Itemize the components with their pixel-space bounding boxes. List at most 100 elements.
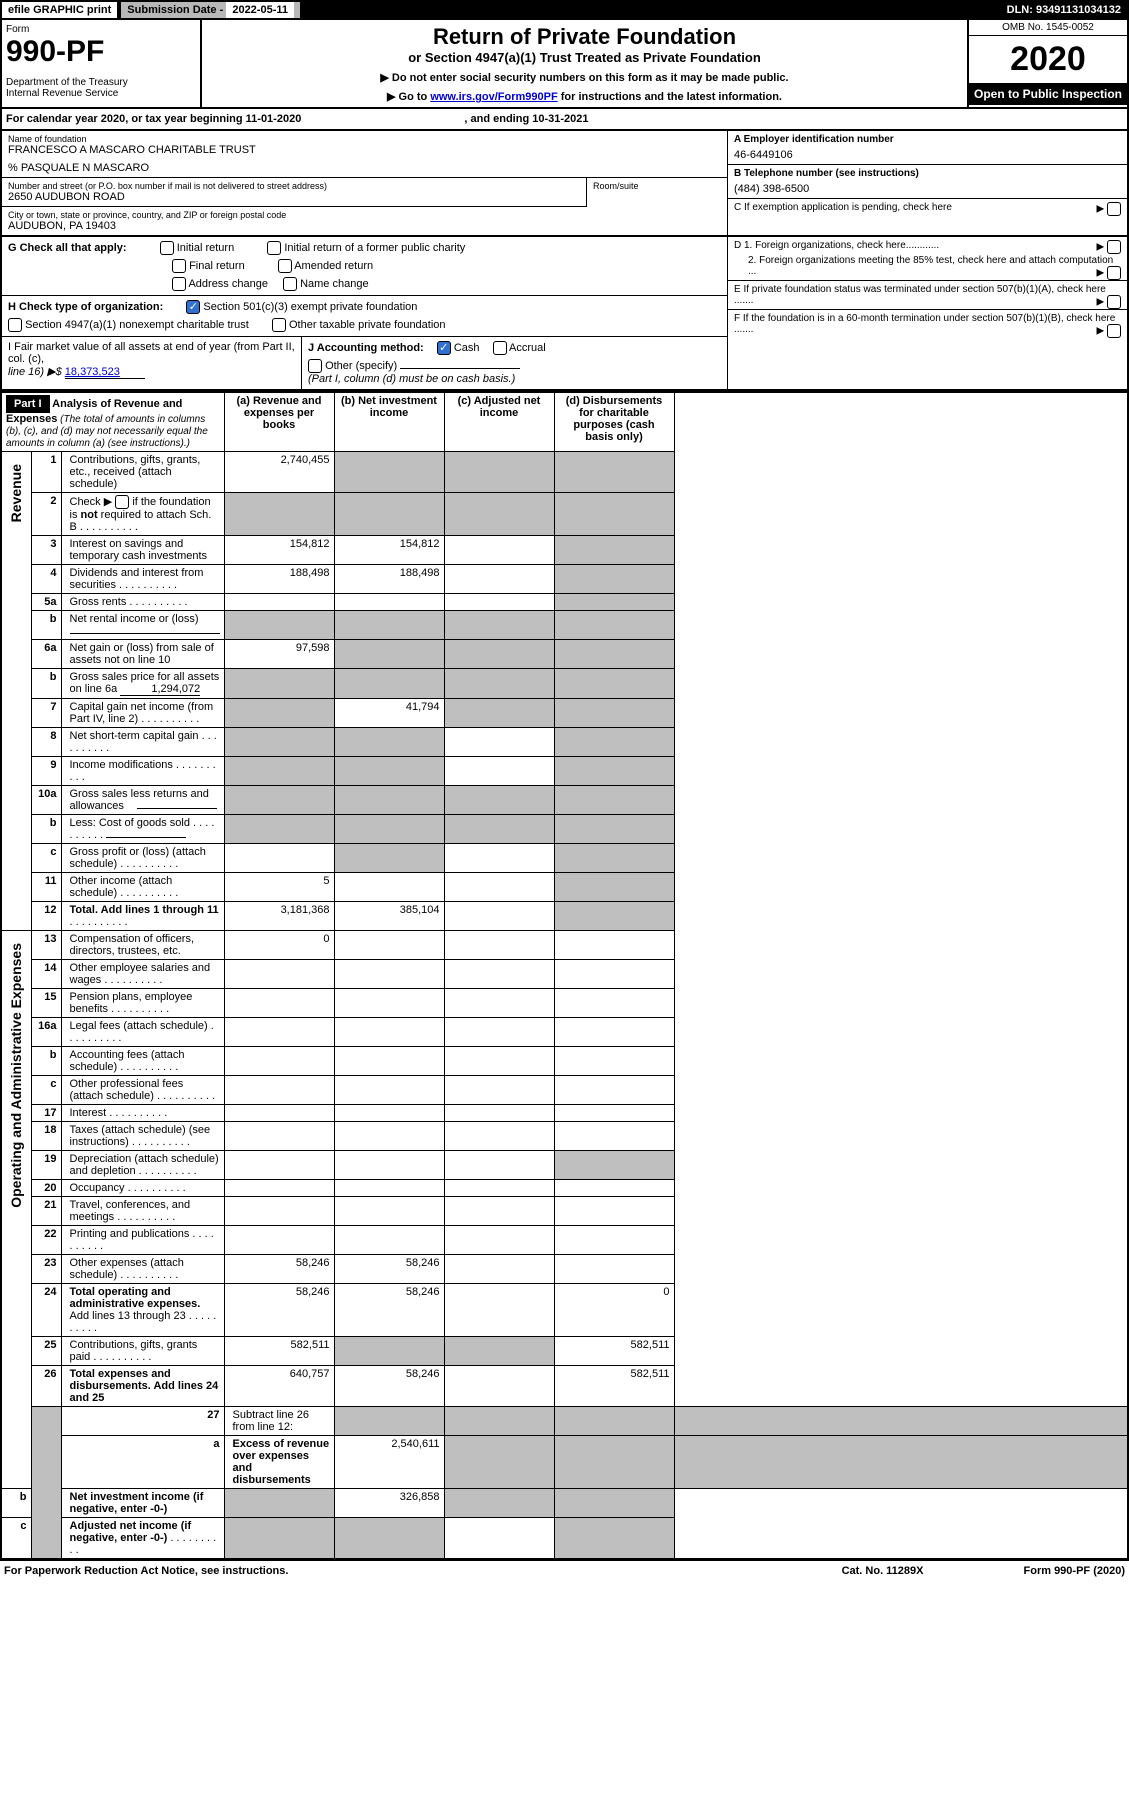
h-other-checkbox[interactable] xyxy=(272,318,286,332)
g-initial-former-checkbox[interactable] xyxy=(267,241,281,255)
d2-checkbox[interactable] xyxy=(1107,266,1121,280)
r2-c xyxy=(444,493,554,536)
g-address-checkbox[interactable] xyxy=(172,277,186,291)
footer-cat: Cat. No. 11289X xyxy=(842,1565,924,1577)
r3-b: 154,812 xyxy=(334,536,444,565)
r26-a: 640,757 xyxy=(224,1366,334,1407)
row-23: 23Other expenses (attach schedule) 58,24… xyxy=(1,1255,1128,1284)
tel-value: (484) 398-6500 xyxy=(734,183,1121,195)
r5b-blank xyxy=(70,633,220,634)
r22-desc: Printing and publications xyxy=(61,1226,224,1255)
e-checkbox[interactable] xyxy=(1107,295,1121,309)
r16c-c xyxy=(444,1076,554,1105)
r18-c xyxy=(444,1122,554,1151)
h-501c3-checkbox[interactable]: ✓ xyxy=(186,300,200,314)
r8-desc: Net short-term capital gain xyxy=(61,728,224,757)
row-16b: bAccounting fees (attach schedule) xyxy=(1,1047,1128,1076)
ein-cell: A Employer identification number 46-6449… xyxy=(728,131,1127,165)
r3-a: 154,812 xyxy=(224,536,334,565)
r6a-desc: Net gain or (loss) from sale of assets n… xyxy=(61,640,224,669)
r10a-c xyxy=(444,786,554,815)
r16a-a xyxy=(224,1018,334,1047)
i-label: I Fair market value of all assets at end… xyxy=(8,341,295,365)
j-cash-label: Cash xyxy=(454,342,480,354)
r19-b xyxy=(334,1151,444,1180)
form-number: 990-PF xyxy=(6,35,196,69)
header-right: OMB No. 1545-0052 2020 Open to Public In… xyxy=(967,20,1127,107)
tel-cell: B Telephone number (see instructions) (4… xyxy=(728,165,1127,199)
omb-number: OMB No. 1545-0052 xyxy=(969,20,1127,36)
r5b-desc: Net rental income or (loss) xyxy=(61,611,224,640)
ein-label: A Employer identification number xyxy=(734,134,894,145)
r26-c xyxy=(444,1366,554,1407)
r6a-b xyxy=(334,640,444,669)
r5a-d xyxy=(554,594,674,611)
r25-b xyxy=(334,1337,444,1366)
g-amended-checkbox[interactable] xyxy=(278,259,292,273)
addr-label: Number and street (or P.O. box number if… xyxy=(8,181,580,191)
r8-c xyxy=(444,728,554,757)
g-name-checkbox[interactable] xyxy=(283,277,297,291)
r13-b xyxy=(334,931,444,960)
row-27c: cAdjusted net income (if negative, enter… xyxy=(1,1518,1128,1560)
r18-b xyxy=(334,1122,444,1151)
r16b-d xyxy=(554,1047,674,1076)
irs-link[interactable]: www.irs.gov/Form990PF xyxy=(430,91,557,103)
r2-desc: Check ▶ if the foundation is not require… xyxy=(61,493,224,536)
r4-num: 4 xyxy=(31,565,61,594)
r8-d xyxy=(554,728,674,757)
j-cash-checkbox[interactable]: ✓ xyxy=(437,341,451,355)
r26-desc: Total expenses and disbursements. Add li… xyxy=(61,1366,224,1407)
row-10c: cGross profit or (loss) (attach schedule… xyxy=(1,844,1128,873)
j-other-checkbox[interactable] xyxy=(308,359,322,373)
r27a-num: a xyxy=(61,1436,224,1489)
r22-num: 22 xyxy=(31,1226,61,1255)
r6b-b xyxy=(334,669,444,699)
r21-b xyxy=(334,1197,444,1226)
form-subtitle: or Section 4947(a)(1) Trust Treated as P… xyxy=(206,50,963,65)
h-4947-checkbox[interactable] xyxy=(8,318,22,332)
info-grid: Name of foundation FRANCESCO A MASCARO C… xyxy=(0,131,1129,237)
i-value: 18,373,523 xyxy=(65,366,145,379)
part1-header-row: Part I Analysis of Revenue and Expenses … xyxy=(1,392,1128,452)
check-section: G Check all that apply: Initial return I… xyxy=(0,237,1129,391)
city-label: City or town, state or province, country… xyxy=(8,210,721,220)
r8-desc-text: Net short-term capital gain xyxy=(70,730,199,742)
g-initial-checkbox[interactable] xyxy=(160,241,174,255)
r5a-a xyxy=(224,594,334,611)
r24-a: 58,246 xyxy=(224,1284,334,1337)
j-note: (Part I, column (d) must be on cash basi… xyxy=(308,373,515,385)
r13-desc: Compensation of officers, directors, tru… xyxy=(61,931,224,960)
c-checkbox[interactable] xyxy=(1107,202,1121,216)
h-row: H Check type of organization: ✓ Section … xyxy=(2,296,727,337)
row-20: 20Occupancy xyxy=(1,1180,1128,1197)
r27-a xyxy=(334,1407,444,1436)
row-27a: aExcess of revenue over expenses and dis… xyxy=(1,1436,1128,1489)
r5a-num: 5a xyxy=(31,594,61,611)
f-checkbox[interactable] xyxy=(1107,324,1121,338)
r2-checkbox[interactable] xyxy=(115,495,129,509)
r25-a: 582,511 xyxy=(224,1337,334,1366)
r27b-desc-text: Net investment income (if negative, ente… xyxy=(70,1491,204,1515)
r21-num: 21 xyxy=(31,1197,61,1226)
j-accrual-checkbox[interactable] xyxy=(493,341,507,355)
d1-checkbox[interactable] xyxy=(1107,240,1121,254)
row-14: 14Other employee salaries and wages xyxy=(1,960,1128,989)
address-row: Number and street (or P.O. box number if… xyxy=(2,178,727,207)
g-final-checkbox[interactable] xyxy=(172,259,186,273)
row-6b: bGross sales price for all assets on lin… xyxy=(1,669,1128,699)
row-8: 8Net short-term capital gain xyxy=(1,728,1128,757)
r4-d xyxy=(554,565,674,594)
r27a-desc: Excess of revenue over expenses and disb… xyxy=(224,1436,334,1489)
r27a-b xyxy=(444,1436,554,1489)
r10c-num: c xyxy=(31,844,61,873)
ij-row: I Fair market value of all assets at end… xyxy=(2,337,727,389)
city-cell: City or town, state or province, country… xyxy=(2,207,727,235)
row-13: Operating and Administrative Expenses 13… xyxy=(1,931,1128,960)
foundation-name: FRANCESCO A MASCARO CHARITABLE TRUST xyxy=(8,144,721,156)
r20-b xyxy=(334,1180,444,1197)
address-cell: Number and street (or P.O. box number if… xyxy=(2,178,587,207)
part1-label: Part I xyxy=(6,395,50,413)
r25-num: 25 xyxy=(31,1337,61,1366)
submission-date-label: Submission Date - 2022-05-11 xyxy=(121,2,300,18)
